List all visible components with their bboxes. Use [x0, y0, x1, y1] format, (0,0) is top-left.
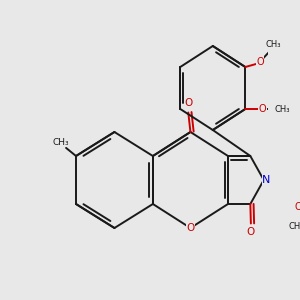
Text: CH₃: CH₃: [288, 222, 300, 231]
Text: O: O: [184, 98, 192, 109]
Text: CH₃: CH₃: [274, 104, 290, 113]
Text: O: O: [256, 57, 264, 67]
Text: O: O: [259, 104, 267, 114]
Text: CH₃: CH₃: [266, 40, 281, 49]
Text: O: O: [295, 202, 300, 212]
Text: CH₃: CH₃: [53, 138, 70, 147]
Text: O: O: [247, 227, 255, 237]
Text: O: O: [186, 223, 195, 233]
Text: N: N: [262, 175, 271, 185]
